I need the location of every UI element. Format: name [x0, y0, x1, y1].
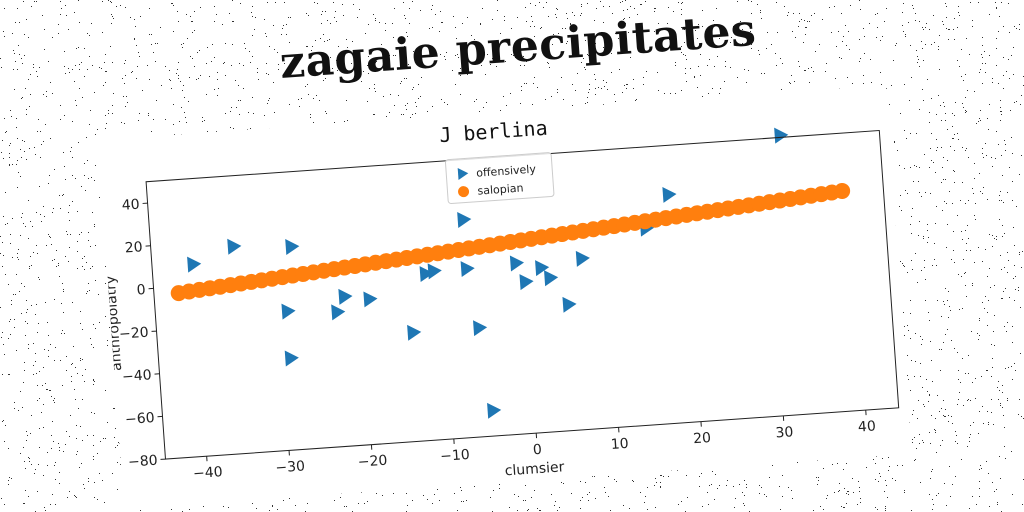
- x-tick-label: 0: [532, 442, 542, 459]
- legend-box: [444, 152, 555, 205]
- axis-ticks: −40 −30 −20 −10 0 10 20 30 40 −80 −60 −40 −20 0 20 40: [119, 197, 877, 483]
- series-offensively-point: [509, 255, 525, 272]
- x-tick-label: −10: [440, 447, 471, 465]
- series-offensively-point: [419, 266, 434, 283]
- series-offensively-point: [535, 260, 550, 277]
- x-tick-label: 10: [610, 436, 629, 453]
- series-offensively-point: [562, 296, 577, 313]
- x-tick-label: −30: [275, 458, 306, 476]
- series-offensively-point: [227, 238, 242, 255]
- y-tick-label: −40: [122, 367, 153, 385]
- x-axis-label: clumsier: [504, 459, 565, 479]
- series-offensively-point: [407, 324, 422, 341]
- legend-label-salopian: salopian: [477, 181, 524, 197]
- series-offensively-point: [460, 261, 475, 278]
- legend-marker-offensively: [457, 167, 469, 180]
- series-offensively-point: [281, 303, 296, 320]
- series-offensively-point: [473, 320, 488, 337]
- legend-label-offensively: offensively: [476, 163, 537, 180]
- legend: offensively salopian: [444, 152, 555, 205]
- y-tick-label: −20: [119, 325, 150, 343]
- y-tick-label: −80: [128, 453, 159, 471]
- series-offensively-point: [662, 186, 677, 203]
- series-salopian-point: [834, 182, 851, 199]
- x-tick-label: −20: [357, 453, 388, 471]
- series-offensively-point: [285, 239, 300, 255]
- x-tick-label: 40: [857, 418, 876, 435]
- x-tick-label: 30: [775, 424, 794, 441]
- series-offensively-point: [427, 263, 442, 280]
- y-tick-label: 40: [121, 197, 140, 214]
- y-tick-label: 0: [136, 282, 146, 299]
- x-tick-label: −40: [193, 464, 224, 482]
- series-offensively-point: [575, 250, 590, 267]
- series-offensively-point: [331, 304, 346, 321]
- scatter-chart: J berlina −40 −30 −20 −10 0 10 20 30 40−80−60−40…: [98, 84, 912, 510]
- chart-background: [98, 84, 912, 510]
- y-tick-label: −60: [125, 410, 156, 428]
- series-offensively-point: [187, 256, 202, 273]
- legend-marker-salopian: [458, 186, 470, 198]
- series-offensively-point: [457, 212, 472, 228]
- chart-card: J berlina −40 −30 −20 −10 0 10 20 30 40 −80 −60 −40…: [98, 84, 912, 510]
- series-offensively-point: [284, 350, 299, 367]
- series-offensively-point: [519, 274, 534, 291]
- series-offensively-point: [487, 402, 502, 419]
- series-offensively-point: [338, 288, 353, 305]
- plot-area: [170, 127, 851, 419]
- x-tick-label: 20: [693, 430, 712, 447]
- series-offensively-point: [363, 291, 378, 308]
- series-offensively-point: [544, 270, 559, 287]
- y-tick-label: 20: [124, 239, 143, 256]
- series-offensively-point: [774, 127, 789, 144]
